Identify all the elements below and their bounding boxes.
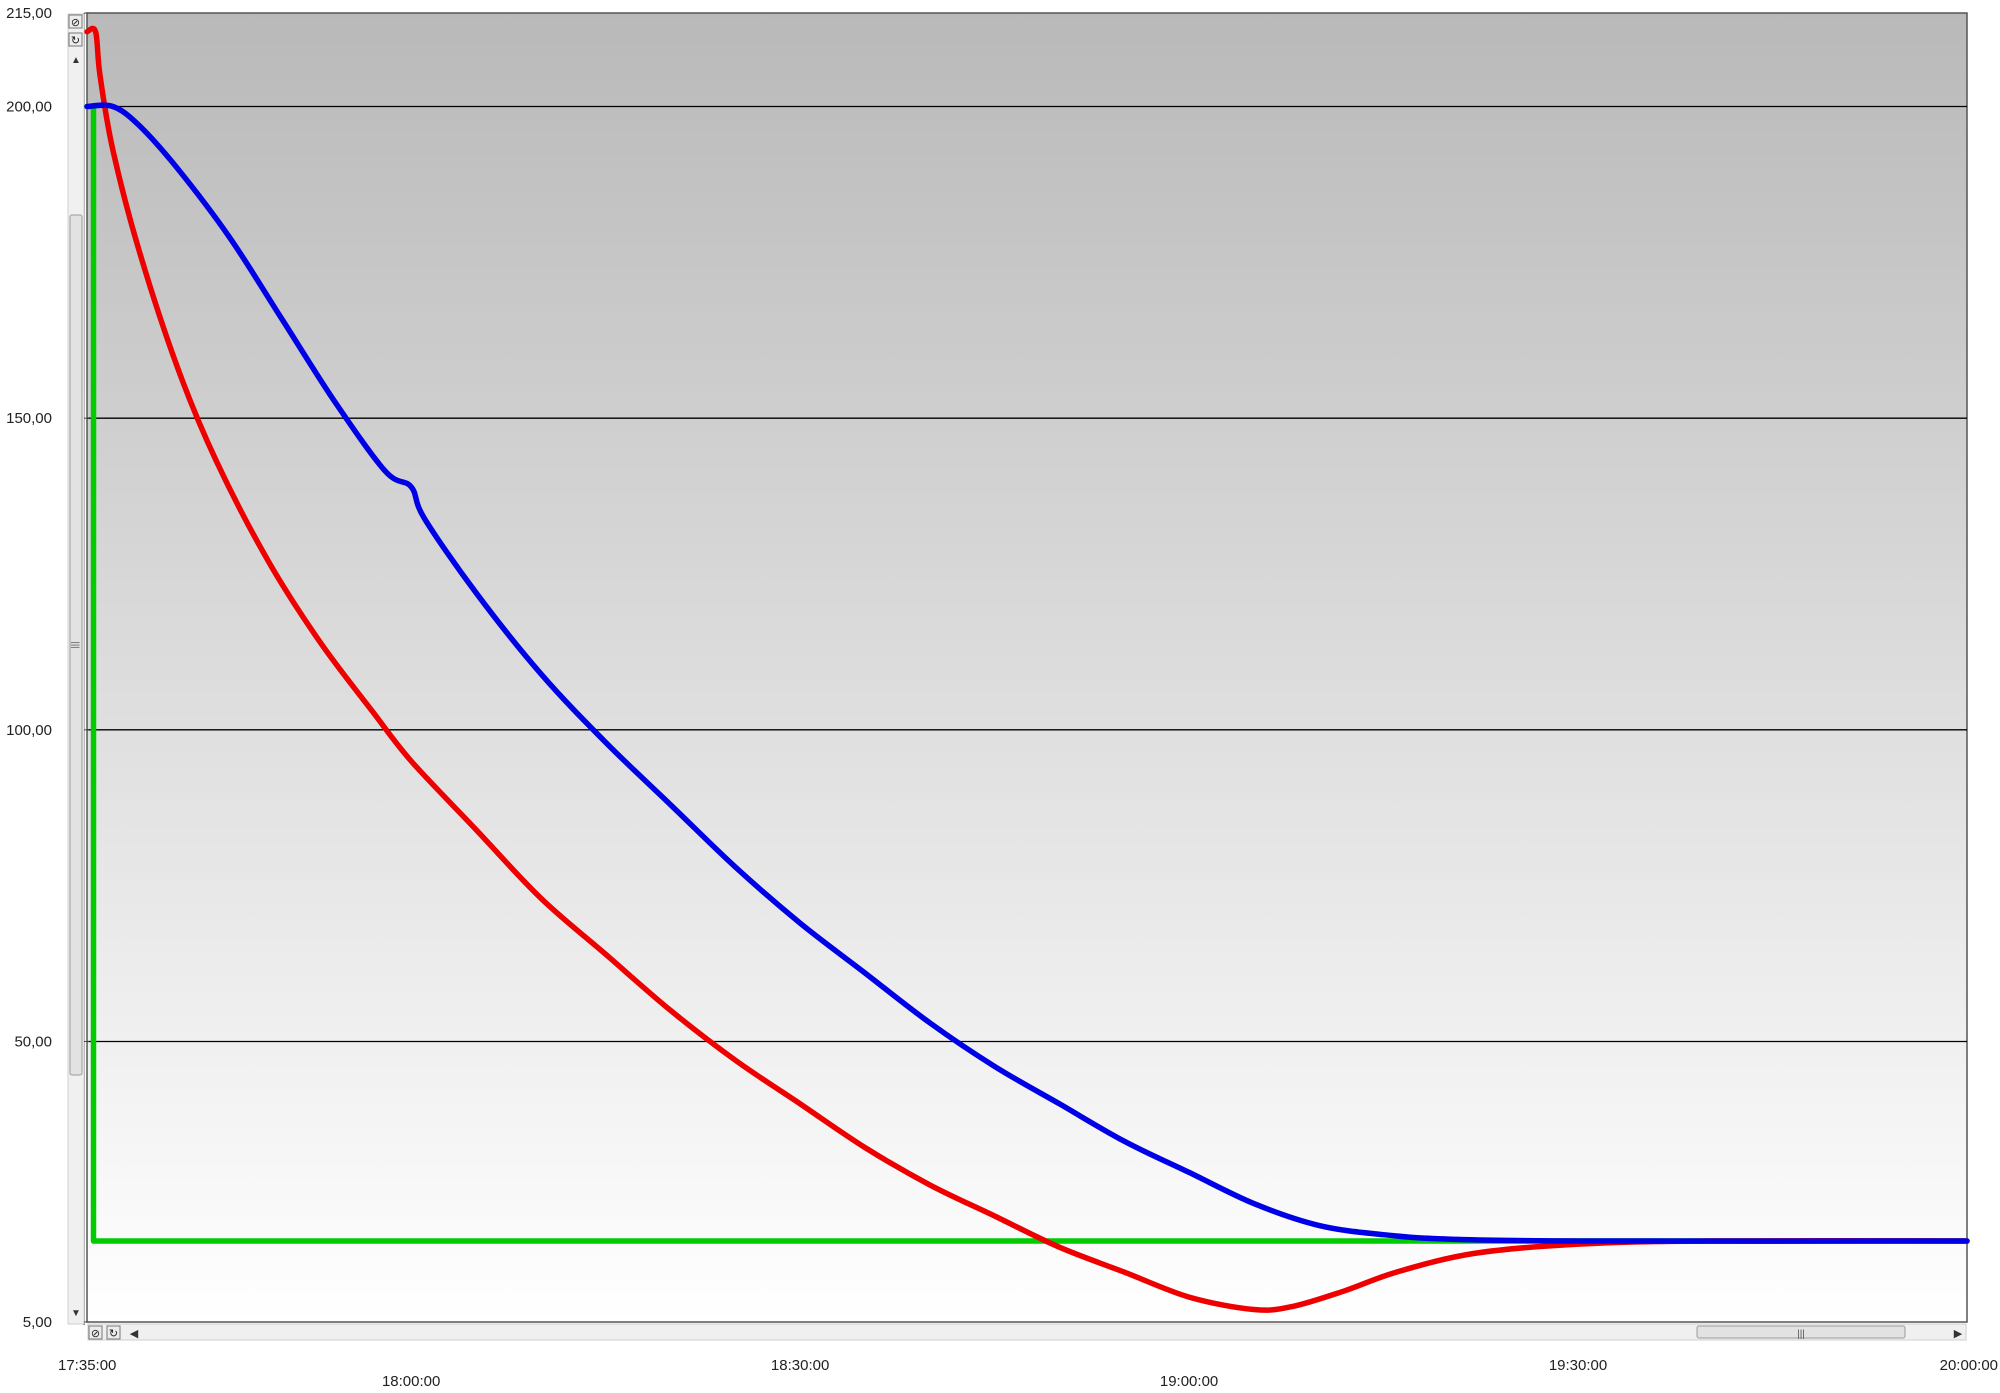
y-tick-label: 150,00: [6, 410, 52, 427]
grid: [87, 105, 1967, 1043]
y-tick-label: 5,00: [23, 1314, 52, 1331]
x-scrollbar-thumb[interactable]: [1696, 1325, 1906, 1339]
x-tick-label: 19:00:00: [1160, 1373, 1218, 1390]
y-scrollbar-thumb[interactable]: [69, 214, 83, 1076]
y-tick-label: 200,00: [6, 99, 52, 116]
y-zoom-reset-icon[interactable]: [68, 14, 83, 29]
y-scroll-down-arrow-icon[interactable]: ▼: [71, 1308, 81, 1319]
x-scroll-right-arrow-icon[interactable]: ▶: [1954, 1328, 1963, 1340]
x-zoom-reset-icon[interactable]: [88, 1325, 103, 1340]
x-tick-label: 17:35:00: [58, 1357, 116, 1374]
y-zoom-undo-icon[interactable]: [68, 32, 83, 47]
y-scroll-up-arrow-icon[interactable]: ▲: [71, 55, 81, 66]
plot-area: [86, 12, 1968, 1323]
y-tick-label: 100,00: [6, 722, 52, 739]
x-tick-label: 19:30:00: [1549, 1357, 1607, 1374]
y-axis-labels: 215,00 200,00 150,00 100,00 50,00 5,00: [6, 5, 89, 1331]
svg-text:⊘: ⊘: [91, 1328, 100, 1340]
y-tick-label: 215,00: [6, 5, 52, 22]
y-scrollbar-grip-icon: |||: [71, 641, 81, 648]
x-scroll-left-arrow-icon[interactable]: ◀: [130, 1328, 139, 1340]
series-red-line: [84, 25, 1970, 1313]
series-blue-line: [84, 102, 1970, 1244]
x-scrollbar-grip-icon: |||: [1797, 1329, 1805, 1340]
x-axis-labels: 17:35:00 18:00:00 18:30:00 19:00:00 19:30:00…: [58, 1357, 1998, 1390]
series-layer: [84, 25, 1970, 1313]
x-tick-label: 18:30:00: [771, 1357, 829, 1374]
svg-text:⊘: ⊘: [71, 17, 80, 29]
x-zoom-undo-icon[interactable]: [106, 1325, 121, 1340]
x-tick-label: 20:00:00: [1940, 1357, 1998, 1374]
svg-text:↻: ↻: [71, 35, 80, 47]
x-tick-label: 18:00:00: [382, 1373, 440, 1390]
x-scrollbar-track[interactable]: [87, 1323, 1967, 1341]
svg-text:↻: ↻: [109, 1328, 118, 1340]
y-tick-label: 50,00: [14, 1034, 52, 1051]
